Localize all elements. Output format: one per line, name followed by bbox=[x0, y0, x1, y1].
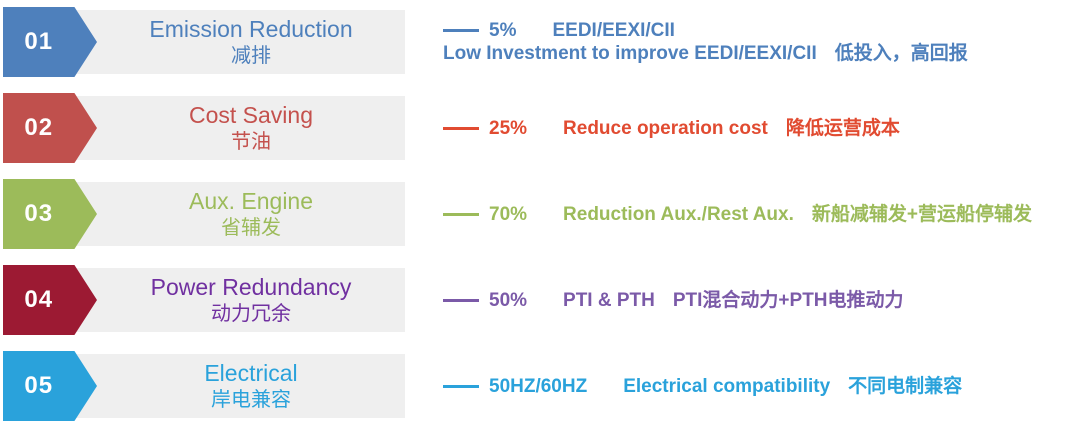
step-arrow-icon: 05 bbox=[3, 351, 97, 421]
step-subtitle: 减排 bbox=[231, 44, 271, 67]
detail-zh: PTI混合动力+PTH电推动力 bbox=[672, 289, 904, 311]
detail-zh: 不同电制兼容 bbox=[848, 375, 963, 397]
detail-line: 5% EEDI/EEXI/CII bbox=[443, 19, 1080, 42]
step-text: Cost Saving 节油 bbox=[97, 93, 405, 163]
dash-icon bbox=[443, 298, 479, 302]
step-number: 02 bbox=[24, 114, 54, 141]
step-number: 05 bbox=[24, 372, 54, 399]
step-detail: 5% EEDI/EEXI/CII Low Investment to impro… bbox=[405, 7, 1080, 77]
detail-line: 50% PTI & PTH PTI混合动力+PTH电推动力 bbox=[443, 289, 1080, 312]
step-text: Emission Reduction 减排 bbox=[97, 7, 405, 77]
detail-value: 50% bbox=[489, 289, 528, 311]
detail-label: PTI & PTH bbox=[563, 289, 655, 311]
detail-line-2: Low Investment to improve EEDI/EEXI/CII … bbox=[443, 42, 1080, 65]
step-title: Aux. Engine bbox=[188, 188, 314, 215]
detail-zh: 新船减辅发+营运船停辅发 bbox=[811, 203, 1032, 225]
detail-line2-en: Low Investment to improve EEDI/EEXI/CII bbox=[443, 43, 817, 64]
dash-icon bbox=[443, 384, 479, 388]
detail-line2-zh: 低投入，高回报 bbox=[834, 43, 968, 64]
step-badge-area: 04 Power Redundancy 动力冗余 bbox=[3, 265, 405, 335]
step-subtitle: 节油 bbox=[231, 130, 271, 153]
step-row-aux-engine: 03 Aux. Engine 省辅发 70% Reduction Aux./Re… bbox=[3, 179, 1080, 249]
detail-line: 25% Reduce operation cost 降低运营成本 bbox=[443, 117, 1080, 140]
detail-value: 25% bbox=[489, 117, 528, 139]
step-row-electrical: 05 Electrical 岸电兼容 50HZ/60HZ Electrical … bbox=[3, 351, 1080, 421]
dash-icon bbox=[443, 212, 479, 216]
step-number: 03 bbox=[24, 200, 54, 227]
step-title: Cost Saving bbox=[188, 102, 313, 129]
step-detail: 70% Reduction Aux./Rest Aux. 新船减辅发+营运船停辅… bbox=[405, 179, 1080, 249]
step-badge-area: 03 Aux. Engine 省辅发 bbox=[3, 179, 405, 249]
detail-value: 5% bbox=[489, 20, 517, 41]
step-arrow-icon: 02 bbox=[3, 93, 97, 163]
detail-line: 70% Reduction Aux./Rest Aux. 新船减辅发+营运船停辅… bbox=[443, 203, 1080, 226]
detail-label: Reduce operation cost bbox=[563, 117, 768, 139]
step-text: Electrical 岸电兼容 bbox=[97, 351, 405, 421]
step-row-emission-reduction: 01 Emission Reduction 减排 5% EEDI/EEXI/CI… bbox=[3, 7, 1080, 77]
step-badge-area: 02 Cost Saving 节油 bbox=[3, 93, 405, 163]
step-number: 04 bbox=[24, 286, 54, 313]
detail-label: EEDI/EEXI/CII bbox=[552, 20, 675, 41]
step-title: Power Redundancy bbox=[150, 274, 352, 301]
step-detail: 50% PTI & PTH PTI混合动力+PTH电推动力 bbox=[405, 265, 1080, 335]
step-title: Emission Reduction bbox=[149, 16, 353, 43]
step-title: Electrical bbox=[204, 360, 298, 387]
step-text: Aux. Engine 省辅发 bbox=[97, 179, 405, 249]
step-row-power-redundancy: 04 Power Redundancy 动力冗余 50% PTI & PTH P… bbox=[3, 265, 1080, 335]
step-subtitle: 省辅发 bbox=[221, 216, 281, 239]
detail-line: 50HZ/60HZ Electrical compatibility 不同电制兼… bbox=[443, 375, 1080, 398]
step-detail: 50HZ/60HZ Electrical compatibility 不同电制兼… bbox=[405, 351, 1080, 421]
step-subtitle: 动力冗余 bbox=[211, 302, 291, 325]
step-badge-area: 05 Electrical 岸电兼容 bbox=[3, 351, 405, 421]
step-number: 01 bbox=[24, 28, 54, 55]
detail-value: 50HZ/60HZ bbox=[489, 375, 588, 397]
step-arrow-icon: 01 bbox=[3, 7, 97, 77]
step-subtitle: 岸电兼容 bbox=[211, 388, 291, 411]
step-row-cost-saving: 02 Cost Saving 节油 25% Reduce operation c… bbox=[3, 93, 1080, 163]
detail-zh: 降低运营成本 bbox=[785, 117, 900, 139]
step-badge-area: 01 Emission Reduction 减排 bbox=[3, 7, 405, 77]
step-arrow-icon: 03 bbox=[3, 179, 97, 249]
step-text: Power Redundancy 动力冗余 bbox=[97, 265, 405, 335]
detail-label: Electrical compatibility bbox=[623, 375, 831, 397]
detail-value: 70% bbox=[489, 203, 528, 225]
step-arrow-icon: 04 bbox=[3, 265, 97, 335]
dash-icon bbox=[443, 126, 479, 130]
dash-icon bbox=[443, 29, 479, 32]
step-detail: 25% Reduce operation cost 降低运营成本 bbox=[405, 93, 1080, 163]
detail-label: Reduction Aux./Rest Aux. bbox=[563, 203, 794, 225]
steps-list: 01 Emission Reduction 减排 5% EEDI/EEXI/CI… bbox=[3, 7, 1080, 421]
